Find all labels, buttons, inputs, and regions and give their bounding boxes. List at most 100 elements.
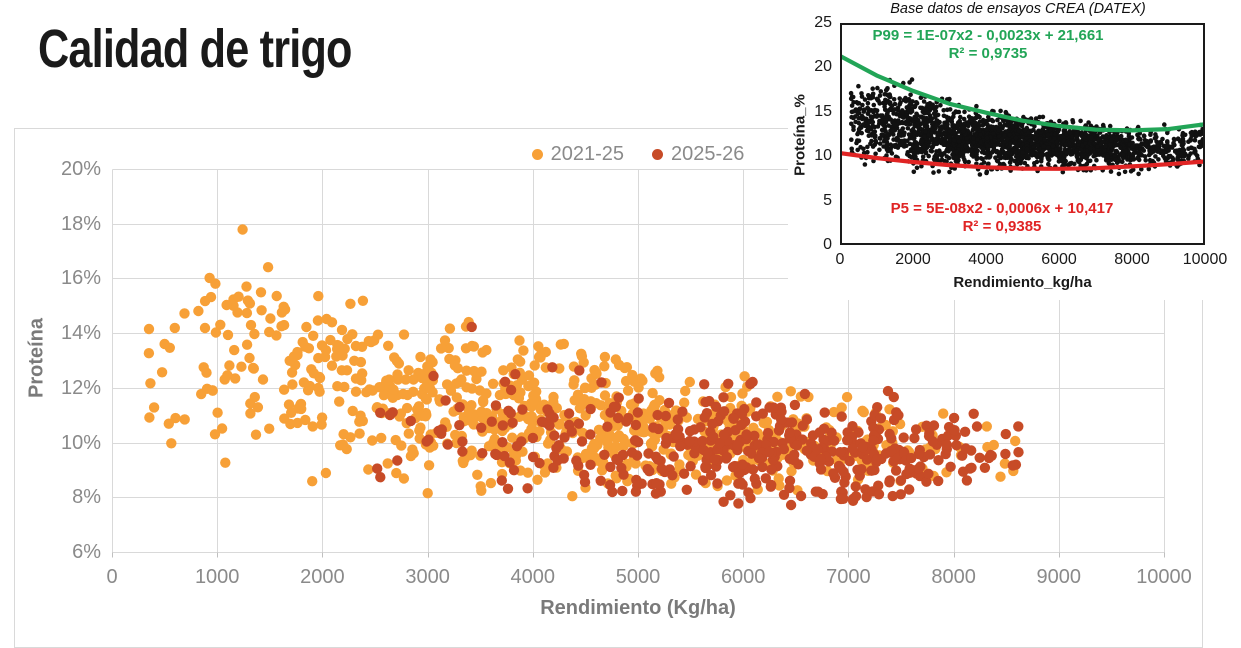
data-point — [996, 128, 1001, 133]
data-point — [563, 408, 575, 419]
data-point — [1186, 139, 1191, 144]
data-point — [383, 340, 394, 351]
data-point — [737, 388, 748, 399]
data-point — [389, 352, 400, 363]
data-point — [143, 323, 155, 335]
data-point — [990, 150, 995, 155]
inset-scatter-plot — [840, 23, 1205, 245]
data-point — [999, 458, 1011, 469]
data-point — [1005, 150, 1011, 155]
data-point — [968, 408, 979, 419]
data-point — [920, 154, 926, 160]
data-point — [865, 100, 871, 106]
data-point — [959, 125, 965, 131]
inset-plot-border — [840, 23, 1205, 245]
data-point — [886, 94, 892, 99]
data-point — [558, 338, 569, 350]
data-point — [725, 490, 736, 501]
data-point — [630, 419, 642, 431]
data-point — [1156, 157, 1161, 162]
data-point — [483, 441, 495, 452]
data-point — [287, 379, 298, 390]
data-point — [1089, 135, 1094, 141]
data-point — [849, 137, 854, 142]
data-point — [1103, 134, 1108, 139]
data-point — [456, 374, 467, 385]
data-point — [306, 364, 317, 375]
data-point — [1010, 435, 1021, 447]
data-point — [245, 319, 257, 331]
p99-equation-block: P99 = 1E-07x2 - 0,0023x + 21,661 R² = 0,… — [842, 27, 1134, 63]
data-point — [1031, 135, 1037, 141]
data-point — [633, 393, 644, 404]
data-point — [906, 452, 917, 464]
data-point — [799, 388, 811, 400]
data-point — [976, 126, 981, 131]
data-point — [276, 321, 287, 332]
data-point — [1064, 132, 1069, 137]
data-point — [732, 440, 743, 451]
data-point — [292, 346, 303, 358]
data-point — [166, 438, 177, 449]
data-point — [753, 439, 764, 450]
data-point — [1032, 161, 1037, 166]
data-point — [620, 375, 632, 387]
data-point — [920, 120, 926, 126]
data-point — [475, 481, 486, 492]
data-point — [912, 103, 917, 109]
data-point — [1136, 136, 1142, 142]
data-point — [339, 343, 350, 354]
x-tick-label: 0 — [106, 566, 118, 588]
data-point — [372, 463, 383, 474]
data-point — [963, 143, 968, 149]
data-point — [1042, 137, 1047, 142]
data-point — [935, 118, 940, 123]
data-point — [766, 464, 777, 475]
data-point — [1016, 128, 1022, 134]
data-point — [621, 416, 632, 427]
data-point — [984, 135, 990, 141]
data-point — [1000, 428, 1011, 440]
data-point — [857, 106, 863, 112]
data-point — [875, 413, 887, 424]
data-point — [1143, 142, 1148, 148]
data-point — [461, 382, 472, 393]
data-point — [856, 464, 867, 475]
data-point — [939, 124, 945, 129]
data-point — [237, 224, 248, 235]
data-point — [942, 138, 948, 144]
data-point — [1146, 166, 1152, 172]
data-point — [1067, 131, 1073, 136]
data-point — [904, 113, 909, 118]
data-point — [667, 470, 678, 481]
data-point — [1020, 150, 1026, 155]
data-point — [868, 141, 873, 146]
inset-y-tick-label: 10 — [814, 147, 832, 165]
data-point — [835, 447, 846, 458]
data-point — [553, 440, 564, 451]
data-point — [751, 397, 762, 408]
data-point — [736, 408, 748, 420]
data-point — [367, 435, 378, 446]
inset-y-tick-label: 20 — [814, 58, 832, 76]
data-point — [1063, 142, 1069, 147]
inset-x-tick-label: 8000 — [1114, 251, 1150, 268]
data-point — [747, 464, 759, 475]
data-point — [236, 361, 247, 372]
data-point — [835, 493, 847, 505]
data-point — [884, 114, 889, 119]
data-point — [271, 290, 282, 302]
data-point — [539, 467, 551, 478]
data-point — [341, 365, 353, 376]
data-point — [685, 461, 696, 472]
data-point — [630, 486, 642, 497]
legend-marker-2021-25 — [531, 148, 543, 160]
data-point — [958, 114, 963, 120]
data-point — [747, 376, 758, 388]
data-point — [257, 374, 269, 385]
data-point — [1081, 135, 1087, 141]
data-point — [650, 451, 662, 462]
data-point — [477, 448, 488, 459]
data-point — [1086, 120, 1091, 125]
data-point — [848, 90, 854, 96]
